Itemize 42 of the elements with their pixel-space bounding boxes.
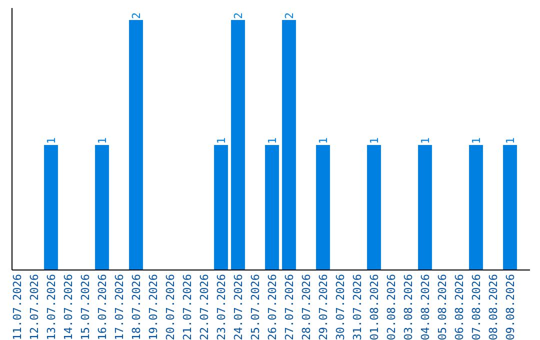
data-label: 1 [45,137,58,144]
data-label: 2 [232,12,245,19]
x-tick-label: 30.07.2026 [334,274,347,340]
x-tick-label: 09.08.2026 [504,274,517,340]
x-tick-label: 05.08.2026 [436,274,449,340]
x-tick-label: 06.08.2026 [453,274,466,340]
x-tick-label: 26.07.2026 [266,274,279,340]
data-label: 2 [283,12,296,19]
data-label: 1 [317,137,330,144]
x-tick-label: 14.07.2026 [62,274,75,340]
x-tick-label: 03.08.2026 [402,274,415,340]
data-label: 1 [215,137,228,144]
x-tick-label: 13.07.2026 [45,274,58,340]
x-tick-label: 12.07.2026 [28,274,41,340]
data-label: 1 [368,137,381,144]
x-tick-label: 29.07.2026 [317,274,330,340]
x-tick-label: 01.08.2026 [368,274,381,340]
x-tick-label: 22.07.2026 [198,274,211,340]
x-tick-label: 23.07.2026 [215,274,228,340]
data-label: 1 [266,137,279,144]
x-tick-label: 16.07.2026 [96,274,109,340]
x-tick-label: 08.08.2026 [487,274,500,340]
data-label: 1 [504,137,517,144]
x-tick-label: 28.07.2026 [300,274,313,340]
data-label: 1 [419,137,432,144]
x-tick-label: 15.07.2026 [79,274,92,340]
x-tick-label: 18.07.2026 [130,274,143,340]
data-label: 1 [470,137,483,144]
x-tick-label: 02.08.2026 [385,274,398,340]
x-tick-label: 27.07.2026 [283,274,296,340]
x-tick-label: 11.07.2026 [11,274,24,340]
x-tick-label: 20.07.2026 [164,274,177,340]
x-tick-label: 25.07.2026 [249,274,262,340]
x-tick-label: 07.08.2026 [470,274,483,340]
x-tick-label: 31.07.2026 [351,274,364,340]
x-tick-label: 04.08.2026 [419,274,432,340]
x-tick-label: 17.07.2026 [113,274,126,340]
x-tick-label: 24.07.2026 [232,274,245,340]
data-label: 1 [96,137,109,144]
data-label: 2 [130,12,143,19]
x-tick-label: 19.07.2026 [147,274,160,340]
x-tick-label: 21.07.2026 [181,274,194,340]
